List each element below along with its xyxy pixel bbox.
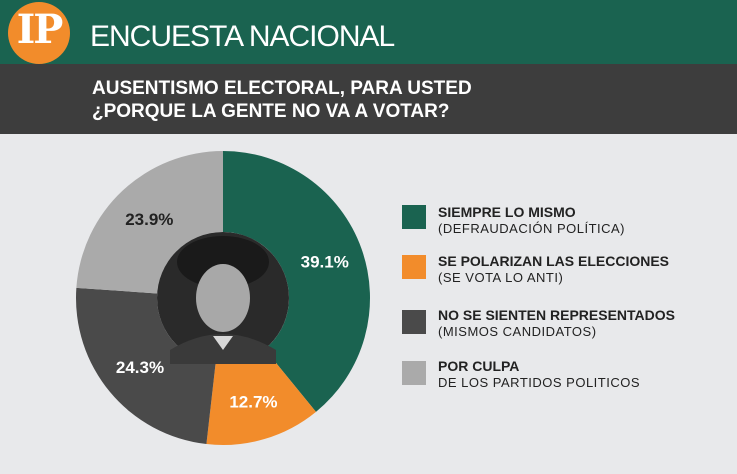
legend-sublabel-4: DE LOS PARTIDOS POLITICOS — [438, 375, 641, 390]
chart-title-line-2: ¿PORQUE LA GENTE NO VA A VOTAR? — [92, 101, 450, 122]
title-bar — [0, 64, 737, 134]
ip-logo — [8, 2, 70, 64]
center-portrait — [157, 232, 289, 364]
legend-sublabel-2: (SE VOTA LO ANTI) — [438, 270, 564, 285]
header-bar — [0, 0, 737, 64]
legend-swatch-4 — [402, 361, 426, 385]
legend-swatch-2 — [402, 255, 426, 279]
legend-label-2: SE POLARIZAN LAS ELECCIONES — [438, 253, 670, 269]
pie-slice-1 — [223, 151, 370, 412]
pie-slice-3 — [76, 287, 216, 445]
legend-swatch-1 — [402, 205, 426, 229]
pie-slice-2 — [206, 349, 316, 445]
logo-text: IP — [16, 6, 64, 53]
pie-slice-4 — [76, 151, 224, 294]
slice-value-label-2: 12.7% — [229, 393, 277, 412]
brand-title: ENCUESTA NACIONAL — [90, 20, 395, 53]
legend-label-3: NO SE SIENTEN REPRESENTADOS — [438, 307, 676, 323]
chart-slices — [76, 151, 370, 445]
legend-label-1: SIEMPRE LO MISMO — [438, 204, 576, 220]
legend-sublabel-1: (DEFRAUDACIÓN POLÍTICA) — [438, 221, 626, 236]
legend-label-4: POR CULPA — [438, 358, 520, 374]
chart-value-labels: 39.1% 12.7% 24.3% 23.9% — [116, 210, 349, 412]
portrait-hair — [177, 236, 269, 288]
chart-title-line-1: AUSENTISMO ELECTORAL, PARA USTED — [92, 78, 472, 99]
slice-value-label-3: 24.3% — [116, 358, 164, 377]
portrait-face — [196, 264, 250, 332]
legend-swatch-3 — [402, 310, 426, 334]
legend-sublabel-3: (MISMOS CANDIDATOS) — [438, 324, 597, 339]
portrait-shirt — [213, 336, 233, 350]
slice-value-label-4: 23.9% — [125, 210, 173, 229]
slice-value-label-1: 39.1% — [301, 253, 349, 272]
